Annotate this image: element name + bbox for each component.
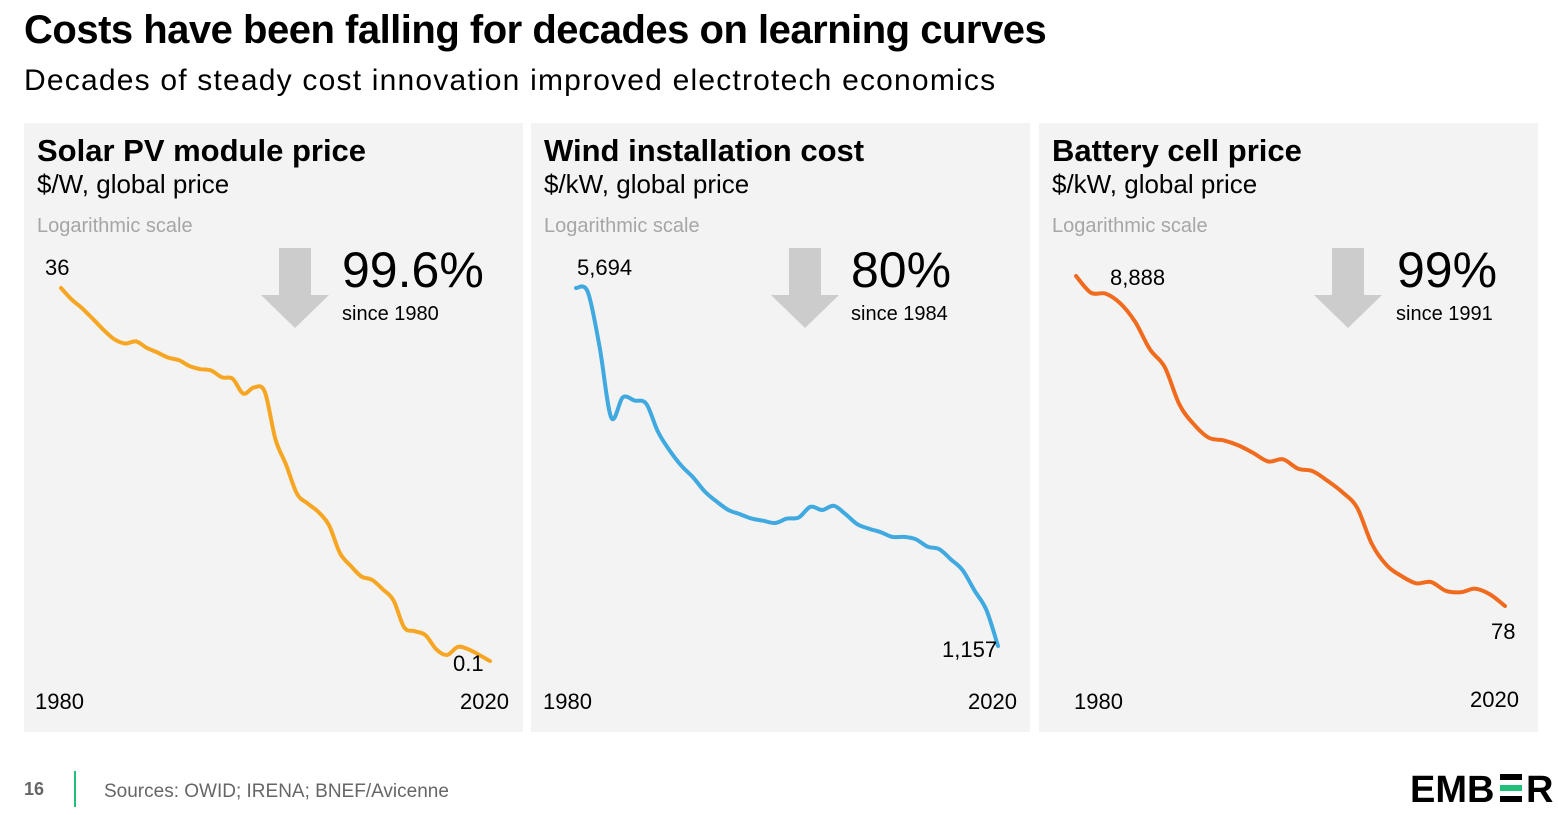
percent-decline: 99.6%	[342, 242, 484, 298]
panel-unit: $/W, global price	[37, 169, 230, 199]
panel-title: Solar PV module price	[37, 133, 367, 168]
page-title: Costs have been falling for decades on l…	[24, 8, 1047, 52]
svg-text:EMB: EMB	[1410, 769, 1494, 806]
since-year: since 1980	[342, 303, 439, 325]
page-subtitle: Decades of steady cost innovation improv…	[24, 64, 997, 97]
wind-chart	[574, 248, 1000, 648]
battery-chart	[1074, 248, 1507, 608]
end-value-label: 78	[1491, 619, 1516, 644]
chart-panel-wind: Wind installation cost $/kW, global pric…	[531, 123, 1030, 732]
chart-panel-battery: Battery cell price $/kW, global price Lo…	[1039, 123, 1538, 732]
x-end-label: 2020	[1470, 687, 1519, 712]
ember-logo: EMB R	[1410, 769, 1553, 806]
x-start-label: 1980	[543, 689, 592, 714]
sources-note: Sources: OWID; IRENA; BNEF/Avicenne	[104, 781, 449, 802]
x-start-label: 1980	[35, 689, 84, 714]
panel-unit: $/kW, global price	[1052, 169, 1258, 199]
panel-title: Wind installation cost	[544, 133, 865, 168]
svg-text:R: R	[1526, 769, 1553, 806]
down-arrow-icon	[771, 248, 839, 328]
start-value-label: 5,694	[577, 255, 633, 280]
page-number: 16	[24, 779, 45, 799]
since-year: since 1991	[1396, 303, 1493, 325]
chart-panel-solar: Solar PV module price $/W, global price …	[24, 123, 523, 732]
end-value-label: 1,157	[942, 637, 998, 662]
x-end-label: 2020	[460, 689, 509, 714]
solar-price-line	[59, 286, 492, 663]
end-value-label: 0.1	[453, 651, 484, 676]
down-arrow-icon	[261, 248, 329, 328]
footer-divider	[74, 771, 76, 807]
scale-note: Logarithmic scale	[544, 215, 700, 237]
down-arrow-icon	[1314, 248, 1382, 328]
panel-unit: $/kW, global price	[544, 169, 750, 199]
percent-decline: 80%	[851, 242, 952, 298]
x-end-label: 2020	[968, 689, 1017, 714]
start-value-label: 8,888	[1110, 265, 1166, 290]
panel-title: Battery cell price	[1052, 133, 1302, 168]
x-start-label: 1980	[1074, 689, 1123, 714]
scale-note: Logarithmic scale	[1052, 215, 1208, 237]
scale-note: Logarithmic scale	[37, 215, 193, 237]
since-year: since 1984	[851, 303, 948, 325]
solar-chart	[59, 248, 492, 663]
start-value-label: 36	[45, 255, 70, 280]
percent-decline: 99%	[1397, 242, 1498, 298]
wind-cost-line	[574, 284, 1000, 648]
battery-price-line	[1074, 274, 1507, 608]
